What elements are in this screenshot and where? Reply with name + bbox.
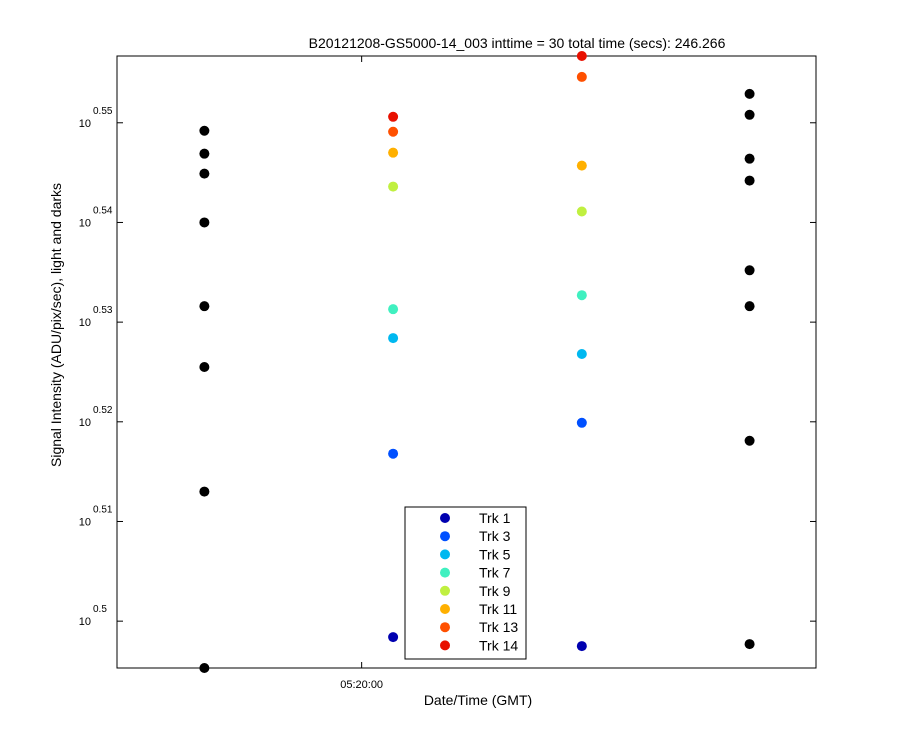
dark-point (199, 301, 210, 312)
data-points (199, 51, 755, 673)
track-point (576, 290, 587, 301)
y-tick-label: 10 (79, 118, 91, 130)
legend-marker (440, 640, 450, 651)
track-point (388, 147, 399, 158)
track-point (388, 181, 399, 192)
dark-point (744, 435, 755, 446)
legend-marker (440, 549, 450, 560)
dark-point (199, 663, 210, 673)
y-tick-exponent: 0.52 (93, 405, 113, 416)
legend-marker (440, 513, 450, 523)
legend-entry: Trk 3 (479, 528, 511, 544)
track-point (576, 206, 587, 217)
track-point (388, 111, 399, 122)
y-tick-label: 10 (79, 317, 91, 329)
dark-point (744, 88, 755, 99)
dark-point (199, 486, 210, 497)
y-tick-exponent: 0.51 (93, 504, 113, 515)
legend-entry: Trk 1 (479, 510, 511, 526)
chart-title: B20121208-GS5000-14_003 inttime = 30 tot… (309, 35, 726, 51)
dark-point (744, 109, 755, 120)
legend-entry: Trk 7 (479, 565, 511, 581)
legend-entry: Trk 13 (479, 619, 518, 635)
dark-point (744, 639, 755, 650)
dark-point (744, 175, 755, 186)
legend-marker (440, 585, 450, 596)
x-tick-label: 05:20:00 (340, 679, 383, 691)
legend-marker (440, 622, 450, 633)
legend-entry: Trk 5 (479, 546, 511, 562)
dark-point (199, 168, 210, 179)
dark-point (199, 217, 210, 228)
y-tick-label: 10 (79, 616, 91, 628)
track-point (576, 160, 587, 171)
y-tick-label: 10 (79, 217, 91, 229)
track-point (388, 304, 399, 315)
legend-marker (440, 567, 450, 578)
y-tick-label: 10 (79, 417, 91, 429)
track-point (576, 349, 587, 360)
legend: Trk 1 Trk 3 Trk 5 Trk 7 Trk 9 Trk 11 Trk 13 Trk… (404, 506, 527, 660)
track-point (388, 448, 399, 459)
y-tick-exponent: 0.54 (93, 205, 113, 216)
legend-entry: Trk 11 (479, 601, 517, 617)
track-point (576, 641, 587, 652)
legend-entry: Trk 14 (479, 637, 518, 653)
legend-box (404, 506, 527, 660)
y-tick-label: 10 (79, 516, 91, 528)
dark-point (199, 361, 210, 372)
y-axis-label: Signal Intensity (ADU/pix/sec), light an… (48, 183, 64, 467)
dark-point (744, 301, 755, 312)
track-point (388, 126, 399, 137)
x-axis-label: Date/Time (GMT) (424, 692, 532, 708)
y-tick-exponent: 0.5 (93, 604, 107, 615)
track-point (388, 333, 399, 344)
track-point (388, 632, 399, 643)
dark-point (744, 153, 755, 164)
dark-point (199, 148, 210, 159)
y-tick-exponent: 0.55 (93, 106, 113, 117)
axis-ticks: 100.5100.51100.52100.53100.54100.5505:20… (79, 56, 816, 691)
track-point (576, 51, 587, 61)
dark-point (199, 125, 210, 136)
track-point (576, 71, 587, 82)
legend-marker (440, 531, 450, 542)
legend-entry: Trk 9 (479, 583, 511, 599)
track-point (576, 417, 587, 428)
dark-point (744, 265, 755, 276)
y-tick-exponent: 0.53 (93, 305, 113, 316)
legend-marker (440, 604, 450, 614)
